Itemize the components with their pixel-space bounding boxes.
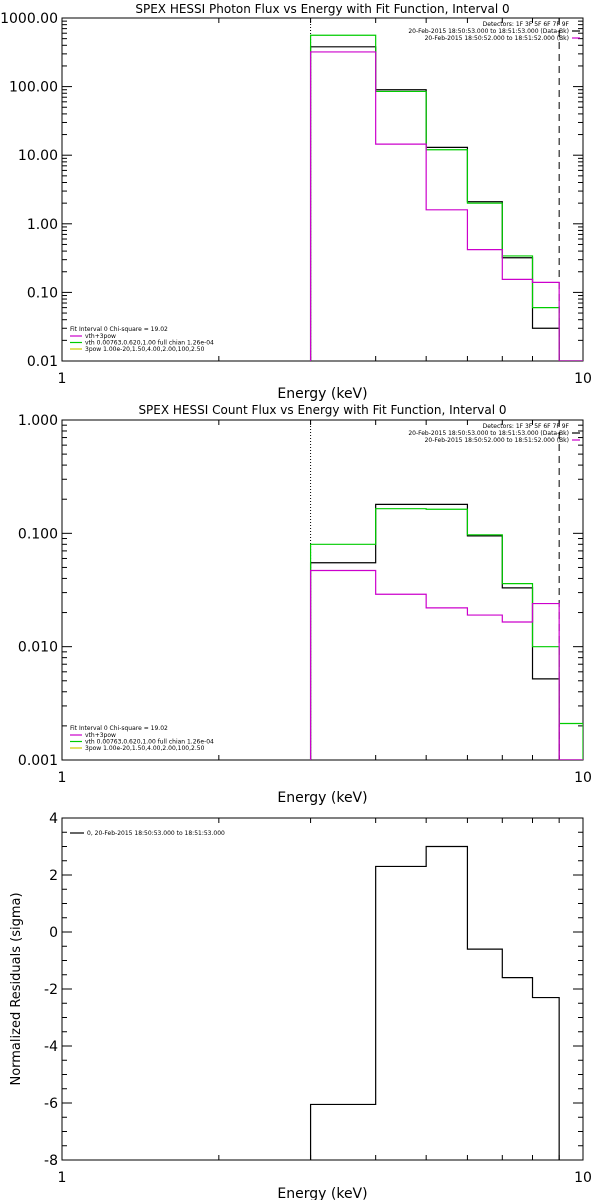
x-tick-label: 1 [58, 371, 67, 387]
plot-frame [61, 419, 584, 761]
y-axis-label: Normalized Residuals (sigma) [9, 892, 24, 1085]
y-tick-label: 4 [49, 811, 58, 827]
chart-panel-1: SPEX HESSI Photon Flux vs Energy with Fi… [0, 2, 592, 402]
legend-right-line: Detectors: 1F 3F 5F 6F 7F 9F [483, 423, 570, 430]
series-line-2 [309, 508, 583, 760]
y-tick-label: -2 [44, 982, 58, 998]
y-tick-label: 0.010 [18, 640, 58, 656]
legend-left-line: vth+3pow [85, 732, 116, 739]
y-tick-label: 0.100 [18, 526, 58, 542]
legend-fit-header: Fit Interval 0 Chi-square = 19.02 [70, 326, 168, 333]
y-tick-label: 0.01 [27, 354, 58, 370]
legend-right-line: 20-Feb-2015 18:50:52.000 to 18:51:52.000… [425, 35, 569, 42]
chart-title: SPEX HESSI Photon Flux vs Energy with Fi… [135, 2, 509, 16]
legend-right-line: Detectors: 1F 3F 5F 6F 7F 9F [483, 21, 570, 28]
x-axis-label: Energy (keV) [277, 1186, 367, 1200]
y-tick-label: 1000.00 [0, 11, 58, 27]
legend-left-line: vth+3pow [85, 333, 116, 340]
series-line-3 [309, 51, 583, 361]
series-line-1 [309, 46, 583, 361]
plot-frame [61, 17, 584, 362]
legend-left-line: 3pow 1.00e-20,1.50,4.00,2.00,100,2.50 [85, 346, 205, 353]
y-tick-label: 0 [49, 925, 58, 941]
y-tick-label: 10.00 [18, 148, 58, 164]
series-line-2 [309, 34, 583, 361]
legend-left-line: vth 0.00763,0.620,1.00 full chian 1.26e-… [85, 340, 214, 347]
chart-title: SPEX HESSI Count Flux vs Energy with Fit… [138, 403, 506, 417]
y-tick-label: -8 [44, 1153, 58, 1169]
x-tick-label: 10 [574, 770, 592, 786]
series-line-1 [309, 503, 583, 760]
legend-fit-header: Fit Interval 0 Chi-square = 19.02 [70, 725, 168, 732]
chart-panel-3: Energy (keV) Normalized Residuals (sigma)… [9, 811, 592, 1200]
series-line-1 [309, 845, 560, 1160]
legend-left-line: 3pow 1.00e-20,1.50,4.00,2.00,100,2.50 [85, 745, 205, 752]
plot-frame [61, 817, 584, 1161]
x-tick-label: 1 [58, 770, 67, 786]
legend-right-line: 20-Feb-2015 18:50:52.000 to 18:51:52.000… [425, 437, 569, 444]
y-tick-label: 1.000 [18, 413, 58, 429]
y-tick-label: -4 [44, 1039, 58, 1055]
y-tick-label: 100.00 [9, 80, 58, 96]
y-tick-label: -6 [44, 1096, 58, 1112]
legend-left-line: vth 0.00763,0.620,1.00 full chian 1.26e-… [85, 739, 214, 746]
legend-right-line: 20-Feb-2015 18:50:53.000 to 18:51:53.000… [408, 430, 569, 437]
legend-line: 0, 20-Feb-2015 18:50:53.000 to 18:51:53.… [87, 830, 225, 837]
y-tick-label: 0.10 [27, 285, 58, 301]
y-tick-label: 1.00 [27, 217, 58, 233]
series-line-3 [309, 569, 583, 760]
x-tick-label: 1 [58, 1170, 67, 1186]
x-tick-label: 10 [574, 371, 592, 387]
y-tick-label: 2 [49, 868, 58, 884]
x-axis-label: Energy (keV) [277, 386, 367, 402]
y-tick-label: 0.001 [18, 753, 58, 769]
chart-panel-2: SPEX HESSI Count Flux vs Energy with Fit… [18, 403, 592, 806]
legend-right-line: 20-Feb-2015 18:50:53.000 to 18:51:53.000… [408, 28, 569, 35]
x-axis-label: Energy (keV) [277, 790, 367, 806]
x-tick-label: 10 [574, 1170, 592, 1186]
